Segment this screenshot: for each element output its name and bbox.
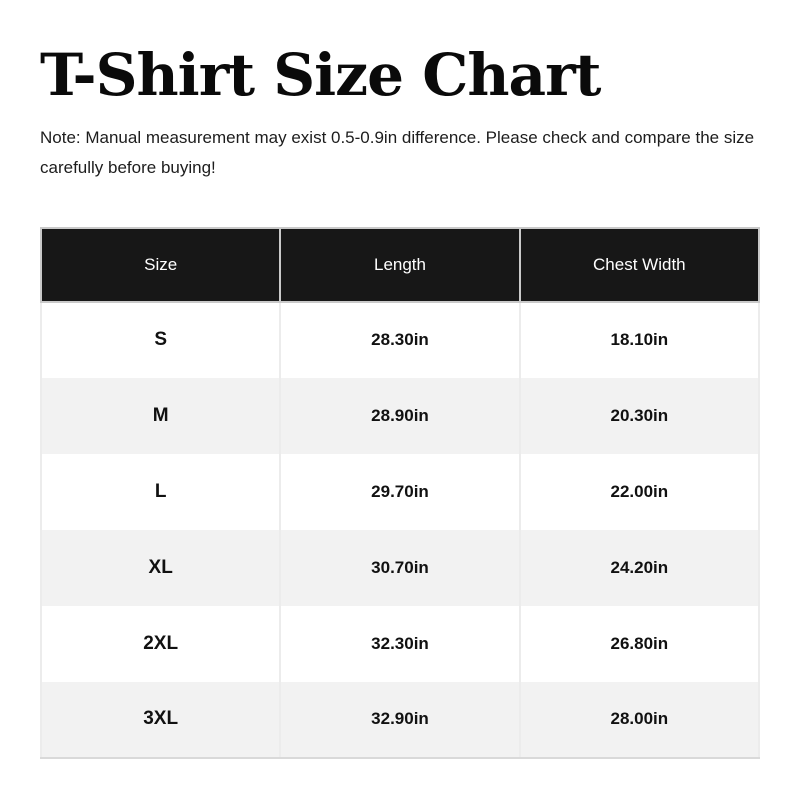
length-cell: 32.90in <box>279 681 521 759</box>
length-cell: 28.30in <box>279 301 521 378</box>
column-header-size: Size <box>39 226 282 303</box>
size-chart-table: Size Length Chest Width S 28.30in 18.10i… <box>39 226 761 759</box>
size-cell: 3XL <box>39 681 282 759</box>
chest-width-cell: 28.00in <box>518 681 761 759</box>
column-header-chest-width: Chest Width <box>518 226 761 303</box>
measurement-note-line-1: Note: Manual measurement may exist 0.5-0… <box>40 127 755 147</box>
chest-width-cell: 18.10in <box>518 301 761 378</box>
length-cell: 30.70in <box>279 529 521 606</box>
table-row: L 29.70in 22.00in <box>39 453 761 530</box>
table-row: 3XL 32.90in 28.00in <box>39 681 761 759</box>
length-cell: 32.30in <box>279 605 521 682</box>
size-cell: S <box>39 301 282 378</box>
measurement-note: Note: Manual measurement may exist 0.5-0… <box>40 123 760 183</box>
chest-width-cell: 22.00in <box>518 453 761 530</box>
size-cell: M <box>39 377 282 454</box>
size-cell: XL <box>39 529 282 606</box>
chest-width-cell: 26.80in <box>518 605 761 682</box>
length-cell: 29.70in <box>279 453 521 530</box>
size-cell: L <box>39 453 282 530</box>
chest-width-cell: 24.20in <box>518 529 761 606</box>
page-title: T-Shirt Size Chart <box>40 41 601 109</box>
table-row: 2XL 32.30in 26.80in <box>39 605 761 682</box>
table-header: Size Length Chest Width <box>39 226 761 303</box>
column-header-length: Length <box>279 226 521 303</box>
table-header-row: Size Length Chest Width <box>39 226 761 303</box>
measurement-note-line-2: carefully before buying! <box>40 157 216 177</box>
table-row: M 28.90in 20.30in <box>39 377 761 454</box>
size-chart-page: T-Shirt Size Chart Note: Manual measurem… <box>0 42 800 800</box>
table-row: XL 30.70in 24.20in <box>39 529 761 606</box>
size-cell: 2XL <box>39 605 282 682</box>
chest-width-cell: 20.30in <box>518 377 761 454</box>
table-row: S 28.30in 18.10in <box>39 301 761 378</box>
table-body: S 28.30in 18.10in M 28.90in 20.30in L 29… <box>39 301 761 759</box>
length-cell: 28.90in <box>279 377 521 454</box>
